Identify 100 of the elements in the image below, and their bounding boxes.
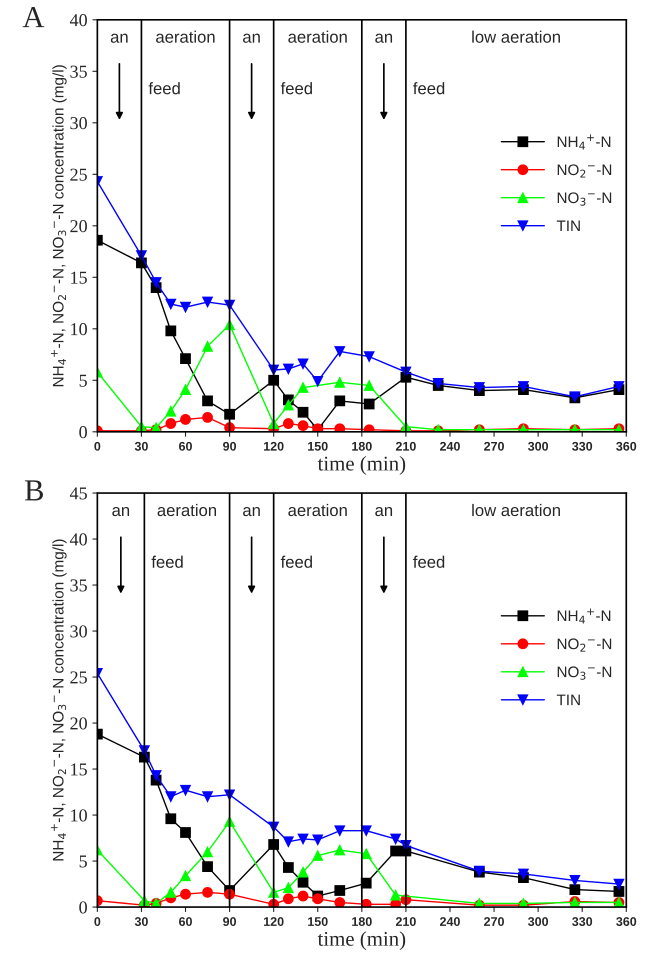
y-tick-label: 5: [80, 856, 87, 868]
legend-label: TIN: [556, 220, 580, 232]
point: [312, 376, 324, 387]
y-tick-label: 45: [70, 487, 87, 500]
x-tick-label: 240: [440, 442, 460, 451]
point: [518, 381, 529, 392]
text: NH$_{4}$$^{+}$-N, NO$_{2}$$^{−}$-N, NO$_{3}$$^{−}$-N concentration (mg/l): [50, 539, 67, 860]
x-tick-label: 120: [264, 442, 284, 451]
y-tick-label: 40: [70, 533, 87, 546]
point: [334, 897, 346, 908]
x-tick-label: 90: [223, 917, 236, 926]
point: [298, 890, 308, 902]
x-tick-label: 0: [94, 917, 100, 926]
annotation: an: [110, 34, 128, 43]
annotation: feed: [280, 82, 312, 94]
annotation: aeration: [156, 30, 215, 43]
point: [180, 302, 191, 313]
y-tick-label: 20: [70, 220, 87, 232]
point: [364, 380, 375, 391]
point: [282, 882, 294, 894]
point: [334, 376, 346, 388]
legend-label: NH$_{4}$$^{+}$-N: [558, 134, 610, 150]
chart-title: B: [24, 480, 43, 500]
x-tick-label: 30: [134, 442, 148, 451]
legend-label: TIN: [556, 694, 580, 706]
x-tick-label: 210: [396, 917, 416, 926]
annotation: aeration: [158, 504, 216, 516]
point: [390, 846, 401, 856]
point: [298, 876, 308, 888]
annotation: feed: [148, 82, 180, 94]
point: [202, 861, 213, 872]
point: [180, 888, 191, 900]
point: [165, 406, 176, 417]
y-tick-label: 10: [71, 323, 87, 336]
annotation: feed: [413, 556, 444, 568]
point: [312, 850, 324, 861]
x-tick-label: 60: [179, 442, 192, 451]
point: [180, 784, 191, 796]
point: [282, 836, 294, 848]
annotation: feed: [413, 82, 444, 94]
x-tick-label: 300: [528, 917, 548, 926]
point: [180, 353, 191, 364]
point: [334, 346, 346, 357]
x-tick-label: 0: [94, 442, 100, 451]
point: [360, 825, 372, 836]
point: [298, 834, 308, 844]
x-tick-label: 330: [572, 442, 592, 451]
legend-label: NO$_{2}$$^{−}$-N: [558, 638, 612, 652]
y-tick-label: 15: [71, 763, 87, 776]
y-tick-label: 25: [70, 168, 87, 181]
point: [364, 351, 375, 362]
x-tick-label: 60: [179, 917, 192, 926]
y-tick-label: 20: [70, 717, 87, 730]
point: [150, 770, 162, 781]
point: [334, 844, 346, 856]
y-tick-label: 0: [79, 426, 87, 438]
point: [202, 396, 213, 406]
annotation: low aeration: [472, 504, 560, 516]
point: [202, 296, 213, 308]
legend-label: NO$_{2}$$^{−}$-N: [558, 164, 612, 178]
y-tick-label: 35: [70, 579, 87, 592]
point: [150, 277, 162, 288]
point: [165, 886, 176, 898]
x-tick-label: 150: [308, 442, 328, 451]
annotation: aeration: [288, 30, 347, 43]
y-tick-label: 15: [71, 272, 87, 284]
y-tick-label: 35: [70, 66, 87, 78]
x-tick-label: 210: [396, 442, 416, 451]
point: [298, 358, 308, 370]
point: [298, 406, 308, 418]
x-axis-title: time (min): [318, 456, 406, 475]
point: [518, 868, 529, 880]
point: [202, 791, 213, 802]
y-tick-label: 0: [79, 901, 87, 914]
x-tick-label: 360: [616, 917, 636, 926]
point: [474, 382, 485, 393]
x-tick-label: 120: [264, 917, 284, 926]
point: [360, 848, 372, 860]
point: [569, 884, 580, 895]
y-tick-label: 5: [80, 374, 87, 387]
x-axis-title: time (min): [318, 931, 406, 950]
y-tick-label: 30: [70, 117, 87, 130]
legend-label: NO$_{3}$$^{−}$-N: [558, 192, 612, 206]
point: [298, 866, 308, 878]
point: [614, 381, 624, 392]
point: [165, 418, 176, 429]
point: [334, 423, 346, 432]
y-tick-label: 25: [70, 671, 87, 684]
point: [390, 834, 401, 844]
annotation: an: [243, 507, 260, 516]
point: [282, 418, 294, 429]
x-tick-label: 180: [352, 917, 372, 926]
point: [180, 414, 191, 425]
annotation: an: [112, 507, 130, 516]
x-tick-label: 270: [484, 442, 504, 451]
point: [334, 885, 346, 896]
point: [202, 412, 213, 423]
point: [390, 890, 401, 900]
point: [334, 825, 346, 836]
annotation: feed: [152, 556, 183, 568]
